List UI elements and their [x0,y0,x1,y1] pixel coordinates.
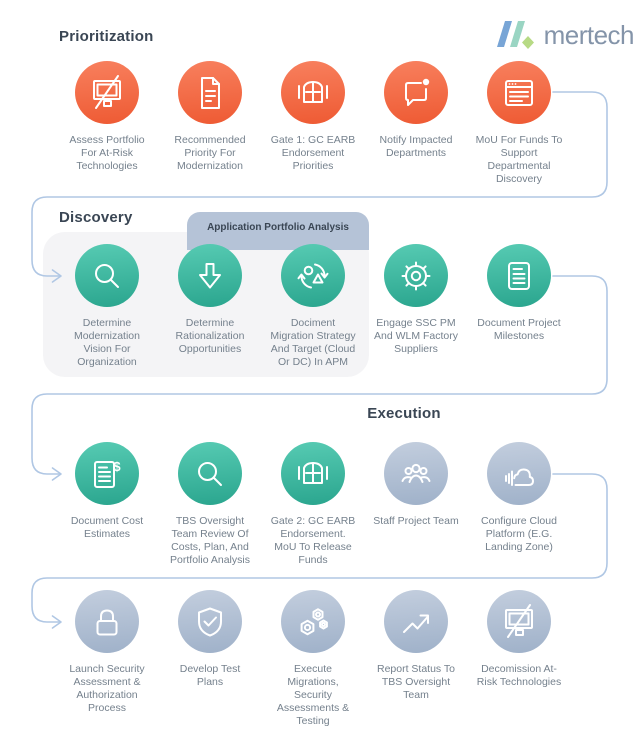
flow-step: Execute Migrations, Security Assessments… [258,590,368,728]
flow-step: MoU For Funds To Support Departmental Di… [464,61,574,186]
flow-step-label: Staff Project Team [373,515,459,527]
gate-icon [281,442,345,505]
flow-step-label: Configure Cloud Platform (E.G. Landing Z… [481,515,557,553]
flow-step-label: Assess Portfolio For At-Risk Technologie… [69,134,145,172]
flow-step: Launch Security Assessment & Authorizati… [52,590,162,715]
mertech-logo-text: mertech [543,20,635,50]
flow-step-label: TBS Oversight Team Review Of Costs, Plan… [170,515,250,566]
magnifier-icon [178,442,242,505]
flow-step: Dociment Migration Strategy And Target (… [258,244,368,369]
flow-step: Gate 2: GC EARB Endorsement. MoU To Rele… [258,442,368,567]
cloud-signal-icon [487,442,551,505]
flow-step-label: Determine Modernization Vision For Organ… [74,317,140,368]
flow-step-label: Notify Impacted Departments [379,134,453,159]
document-fold-icon [178,61,242,124]
flow-step: Determine Modernization Vision For Organ… [52,244,162,369]
flow-step: Develop Test Plans [155,590,265,689]
hex-nuts-icon [281,590,345,653]
flow-step-label: Determine Rationalization Opportunities [175,317,245,355]
flow-step: Staff Project Team [361,442,471,528]
document-lines-icon [487,244,551,307]
flow-step-label: Dociment Migration Strategy And Target (… [270,317,356,368]
gate-icon [281,61,345,124]
flow-step: Gate 1: GC EARB Endorsement Priorities [258,61,368,173]
flow-step-label: Gate 2: GC EARB Endorsement. MoU To Rele… [270,515,356,566]
gear-icon [384,244,448,307]
mertech-logo: mertech [496,20,635,51]
mertech-logo-icon [496,20,537,51]
migration-cycle-icon [281,244,345,307]
monitor-slash-icon [487,590,551,653]
shield-check-icon [178,590,242,653]
phase-heading-discovery: Discovery [59,209,133,226]
flow-step-label: Launch Security Assessment & Authorizati… [69,663,145,714]
flow-step-label: MoU For Funds To Support Departmental Di… [475,134,563,185]
flow-step: Engage SSC PM And WLM Factory Suppliers [361,244,471,356]
browser-lines-icon [487,61,551,124]
arrow-down-icon [178,244,242,307]
flow-step-label: Recommended Priority For Modernization [174,134,246,172]
flow-step-label: Document Project Milestones [477,317,561,342]
flow-step: Determine Rationalization Opportunities [155,244,265,356]
flow-step: Recommended Priority For Modernization [155,61,265,173]
phase-heading-execution: Execution [367,405,441,422]
flow-step-label: Gate 1: GC EARB Endorsement Priorities [270,134,356,172]
document-dollar-icon: $ [75,442,139,505]
flow-step: Decomission At- Risk Technologies [464,590,574,689]
phase-heading-prioritization: Prioritization [59,28,154,45]
flow-step: TBS Oversight Team Review Of Costs, Plan… [155,442,265,567]
trend-up-icon [384,590,448,653]
flow-step-label: Develop Test Plans [179,663,241,688]
flow-step: Document Project Milestones [464,244,574,343]
chat-alert-icon [384,61,448,124]
flow-step-label: Execute Migrations, Security Assessments… [276,663,350,727]
flow-step: Configure Cloud Platform (E.G. Landing Z… [464,442,574,554]
lock-icon [75,590,139,653]
monitor-slash-icon [75,61,139,124]
svg-text:$: $ [113,459,121,474]
flow-step: Notify Impacted Departments [361,61,471,160]
flow-step-label: Decomission At- Risk Technologies [476,663,562,688]
flow-step: Report Status To TBS Oversight Team [361,590,471,702]
flow-step-label: Engage SSC PM And WLM Factory Suppliers [373,317,459,355]
flow-step: $ Document Cost Estimates [52,442,162,541]
people-icon [384,442,448,505]
flow-step-label: Report Status To TBS Oversight Team [376,663,456,701]
magnifier-icon [75,244,139,307]
flow-step-label: Document Cost Estimates [70,515,144,540]
flow-step: Assess Portfolio For At-Risk Technologie… [52,61,162,173]
